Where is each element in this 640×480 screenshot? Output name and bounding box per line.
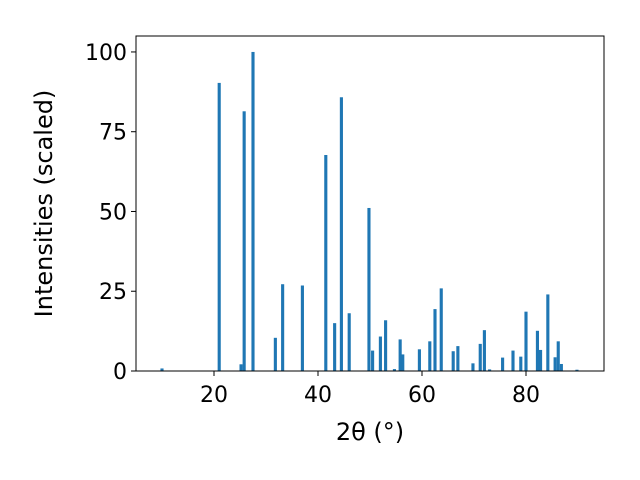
bar <box>398 339 402 371</box>
y-tick-label: 25 <box>99 280 127 305</box>
bar <box>433 309 437 371</box>
bar <box>535 330 539 371</box>
bar <box>378 336 382 371</box>
bar <box>524 311 528 371</box>
y-tick-label: 50 <box>99 200 127 225</box>
bar <box>401 354 405 371</box>
bar <box>501 357 505 371</box>
bar <box>471 363 475 371</box>
x-tick-label: 20 <box>200 383 228 408</box>
y-tick-label: 0 <box>113 360 127 385</box>
x-tick-label: 80 <box>512 383 540 408</box>
bar <box>417 349 421 371</box>
y-axis-label: Intensities (scaled) <box>30 90 58 318</box>
bar <box>456 346 460 371</box>
bar <box>451 351 455 371</box>
bar <box>511 350 515 371</box>
bar <box>300 285 304 371</box>
bar <box>160 368 164 371</box>
x-axis-ticks: 20 40 60 80 <box>200 371 540 408</box>
bar <box>367 207 371 371</box>
bar <box>239 364 243 371</box>
plot-area-frame <box>135 35 605 372</box>
x-tick-label: 40 <box>304 383 332 408</box>
bar <box>482 330 486 371</box>
bar <box>347 313 351 371</box>
bar <box>339 97 343 371</box>
bar <box>553 357 557 371</box>
y-axis-ticks: 0 25 50 75 100 <box>85 41 136 385</box>
y-tick-label: 100 <box>85 41 127 66</box>
bar <box>546 294 550 371</box>
bar <box>384 320 388 371</box>
bar <box>575 369 579 371</box>
bar <box>519 356 523 371</box>
bar <box>333 323 337 371</box>
x-axis-label: 2θ (°) <box>336 418 404 446</box>
bar <box>439 288 443 371</box>
x-tick-label: 60 <box>408 383 436 408</box>
bar <box>559 363 563 371</box>
bar <box>217 82 221 372</box>
bar <box>478 343 482 371</box>
bar <box>324 155 328 371</box>
bar <box>392 369 396 371</box>
bar <box>281 284 285 371</box>
bar <box>488 369 492 371</box>
bars-group <box>160 51 579 372</box>
bar <box>251 51 255 371</box>
bar <box>242 111 246 372</box>
bar <box>371 350 375 371</box>
bar <box>428 341 432 371</box>
bar <box>539 349 543 371</box>
y-tick-label: 75 <box>99 121 127 146</box>
bar <box>556 341 560 371</box>
bar <box>273 337 277 371</box>
